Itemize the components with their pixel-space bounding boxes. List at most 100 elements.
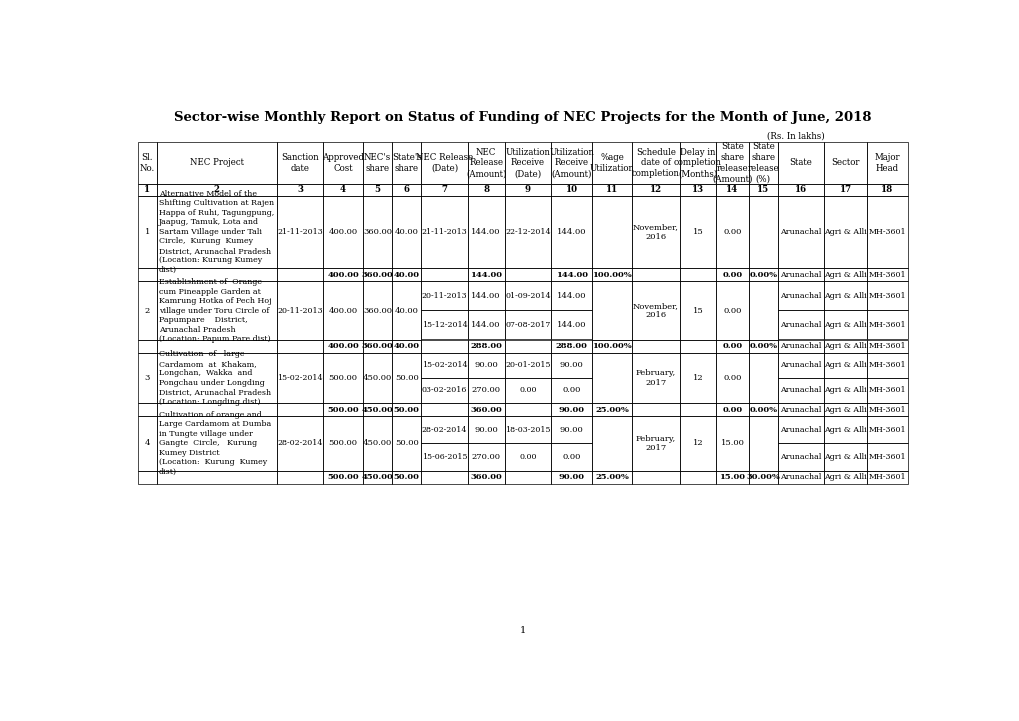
Text: Schedule
date of
completion: Schedule date of completion: [632, 148, 680, 178]
Text: Sector: Sector: [830, 159, 859, 167]
Text: 22-12-2014: 22-12-2014: [504, 228, 550, 236]
Bar: [421, 378, 468, 403]
Text: 10: 10: [566, 185, 577, 194]
Text: 13: 13: [691, 185, 703, 194]
Text: Agri & Alli: Agri & Alli: [823, 270, 866, 279]
Bar: [504, 416, 550, 443]
Text: State's
share: State's share: [391, 153, 421, 173]
Bar: [866, 353, 907, 378]
Text: 450.00: 450.00: [363, 374, 391, 382]
Text: 18: 18: [880, 185, 893, 194]
Text: 450.00: 450.00: [362, 474, 393, 482]
Bar: [468, 403, 504, 416]
Text: 0.00: 0.00: [721, 406, 742, 414]
Text: Arunachal: Arunachal: [780, 342, 821, 350]
Bar: [823, 340, 866, 353]
Text: 07-08-2017: 07-08-2017: [504, 321, 550, 329]
Text: 0.00: 0.00: [722, 228, 741, 236]
Bar: [550, 443, 592, 471]
Bar: [504, 403, 550, 416]
Bar: [715, 353, 748, 403]
Bar: [823, 310, 866, 339]
Text: 01-09-2014: 01-09-2014: [504, 292, 550, 300]
Bar: [550, 353, 592, 378]
Text: 90.00: 90.00: [474, 361, 497, 369]
Text: Establishment of  Orange
cum Pineapple Garden at
Kamrung Hotka of Pech Hoj
villa: Establishment of Orange cum Pineapple Ga…: [159, 278, 271, 343]
Bar: [592, 471, 631, 484]
Bar: [421, 310, 468, 339]
Bar: [138, 142, 157, 184]
Text: Arunachal: Arunachal: [780, 406, 821, 414]
Text: 2: 2: [214, 185, 220, 194]
Bar: [823, 416, 866, 443]
Bar: [680, 416, 715, 471]
Text: 500.00: 500.00: [327, 474, 359, 482]
Text: 90.00: 90.00: [558, 474, 584, 482]
Bar: [504, 268, 550, 281]
Bar: [866, 378, 907, 403]
Bar: [631, 281, 680, 340]
Text: 400.00: 400.00: [328, 306, 358, 314]
Bar: [550, 142, 592, 184]
Bar: [715, 471, 748, 484]
Bar: [550, 310, 592, 339]
Text: Agri & Alli: Agri & Alli: [823, 321, 866, 329]
Bar: [277, 196, 323, 268]
Bar: [866, 471, 907, 484]
Bar: [777, 403, 823, 416]
Text: 144.00: 144.00: [555, 270, 587, 279]
Text: 4: 4: [145, 440, 150, 448]
Bar: [680, 281, 715, 340]
Bar: [138, 340, 157, 353]
Bar: [421, 443, 468, 471]
Bar: [866, 403, 907, 416]
Bar: [363, 196, 391, 268]
Text: 360.00: 360.00: [363, 228, 391, 236]
Text: 0.00: 0.00: [722, 374, 741, 382]
Bar: [157, 281, 277, 340]
Bar: [277, 416, 323, 471]
Text: 400.00: 400.00: [327, 342, 359, 350]
Bar: [715, 340, 748, 353]
Bar: [777, 416, 823, 443]
Bar: [592, 403, 631, 416]
Text: Agri & Alli: Agri & Alli: [823, 228, 866, 236]
Text: 15.00: 15.00: [718, 474, 745, 482]
Bar: [468, 378, 504, 403]
Text: NEC
Release
(Amount): NEC Release (Amount): [466, 148, 506, 178]
Text: 270.00: 270.00: [471, 386, 500, 394]
Text: State
share
release
(Amount): State share release (Amount): [711, 142, 752, 183]
Text: NEC's
share: NEC's share: [364, 153, 390, 173]
Bar: [277, 471, 323, 484]
Bar: [550, 416, 592, 443]
Text: 5: 5: [374, 185, 380, 194]
Bar: [680, 340, 715, 353]
Text: 21-11-2013: 21-11-2013: [421, 228, 467, 236]
Bar: [504, 281, 550, 310]
Bar: [421, 281, 468, 310]
Bar: [157, 471, 277, 484]
Bar: [823, 196, 866, 268]
Text: Agri & Alli: Agri & Alli: [823, 342, 866, 350]
Text: 100.00%: 100.00%: [592, 270, 632, 279]
Bar: [680, 142, 715, 184]
Bar: [138, 353, 157, 403]
Bar: [391, 403, 421, 416]
Text: MH-3601: MH-3601: [868, 386, 906, 394]
Text: 0.00%: 0.00%: [749, 406, 776, 414]
Text: 14: 14: [726, 185, 738, 194]
Bar: [138, 184, 157, 196]
Text: 50.00: 50.00: [393, 406, 419, 414]
Bar: [363, 353, 391, 403]
Bar: [468, 340, 504, 353]
Text: 4: 4: [339, 185, 345, 194]
Bar: [363, 416, 391, 471]
Bar: [777, 378, 823, 403]
Text: 15-12-2014: 15-12-2014: [421, 321, 467, 329]
Text: 15.00: 15.00: [719, 440, 744, 448]
Bar: [777, 281, 823, 310]
Bar: [777, 196, 823, 268]
Text: 7: 7: [441, 185, 447, 194]
Bar: [138, 403, 157, 416]
Text: 144.00: 144.00: [556, 228, 586, 236]
